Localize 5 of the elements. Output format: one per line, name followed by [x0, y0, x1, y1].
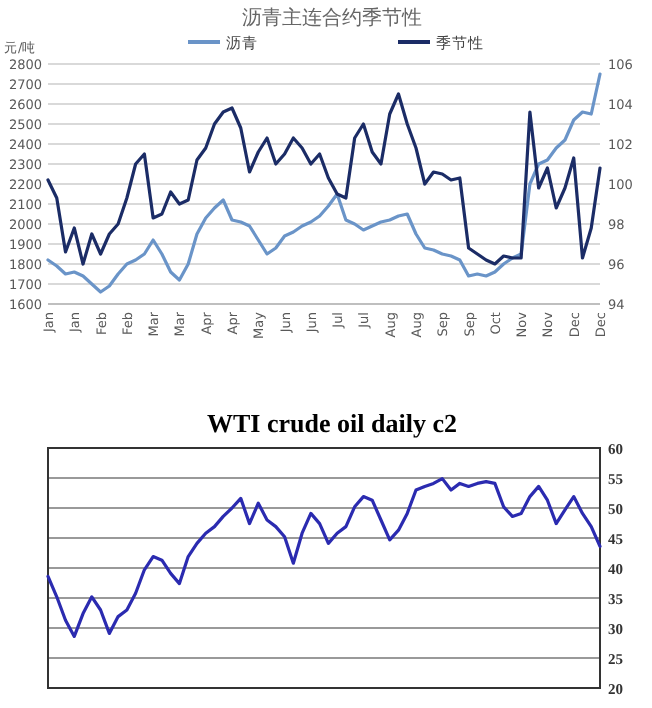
- line-series: [46, 477, 602, 638]
- chart-title: 沥青主连合约季节性: [242, 6, 422, 30]
- line-series: [46, 92, 602, 266]
- chart-title: WTI crude oil daily c2: [207, 408, 457, 438]
- line-series: [46, 72, 602, 294]
